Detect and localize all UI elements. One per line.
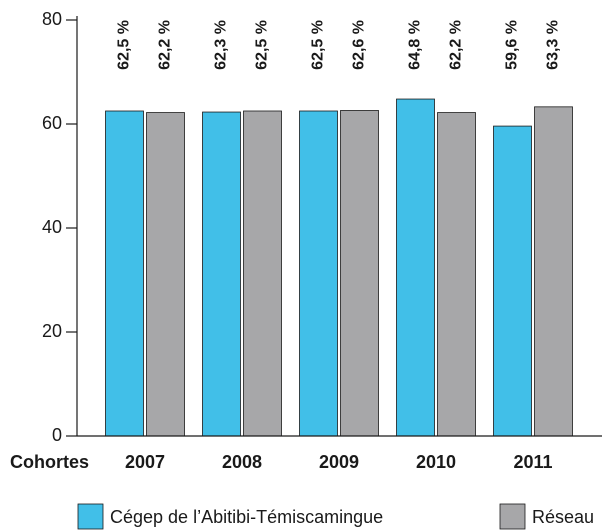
x-tick-label: 2009 [319,452,359,472]
bar [299,110,338,437]
x-tick-label: 2011 [513,452,552,472]
value-label: 62,2 % [157,20,174,70]
bar [396,98,435,437]
value-label: 62,2 % [448,20,465,70]
value-label: 62,5 % [116,20,133,70]
legend-swatch [77,503,104,530]
bar [437,112,476,437]
bar [340,110,379,437]
bar [146,112,185,437]
bar [534,106,573,437]
x-tick-label: 2008 [222,452,262,472]
legend-swatch [499,503,526,530]
value-label: 63,3 % [545,20,562,70]
value-label: 62,6 % [351,20,368,70]
value-label: 59,6 % [504,20,521,70]
bar [243,110,282,437]
bar [105,110,144,437]
x-tick-label: 2007 [125,452,165,472]
y-tick-label: 80 [42,9,62,29]
bar [493,125,532,437]
value-label: 62,5 % [310,20,327,70]
legend-label: Cégep de l’Abitibi-Témiscamingue [110,507,383,527]
bar [202,111,241,437]
value-label: 62,3 % [213,20,230,70]
value-label: 62,5 % [254,20,271,70]
x-axis-label: Cohortes [10,452,89,472]
y-tick-label: 20 [42,321,62,341]
y-tick-label: 0 [52,425,62,445]
legend-label: Réseau [532,507,594,527]
value-label: 64,8 % [407,20,424,70]
y-tick-label: 40 [42,217,62,237]
y-tick-label: 60 [42,113,62,133]
x-tick-label: 2010 [416,452,456,472]
